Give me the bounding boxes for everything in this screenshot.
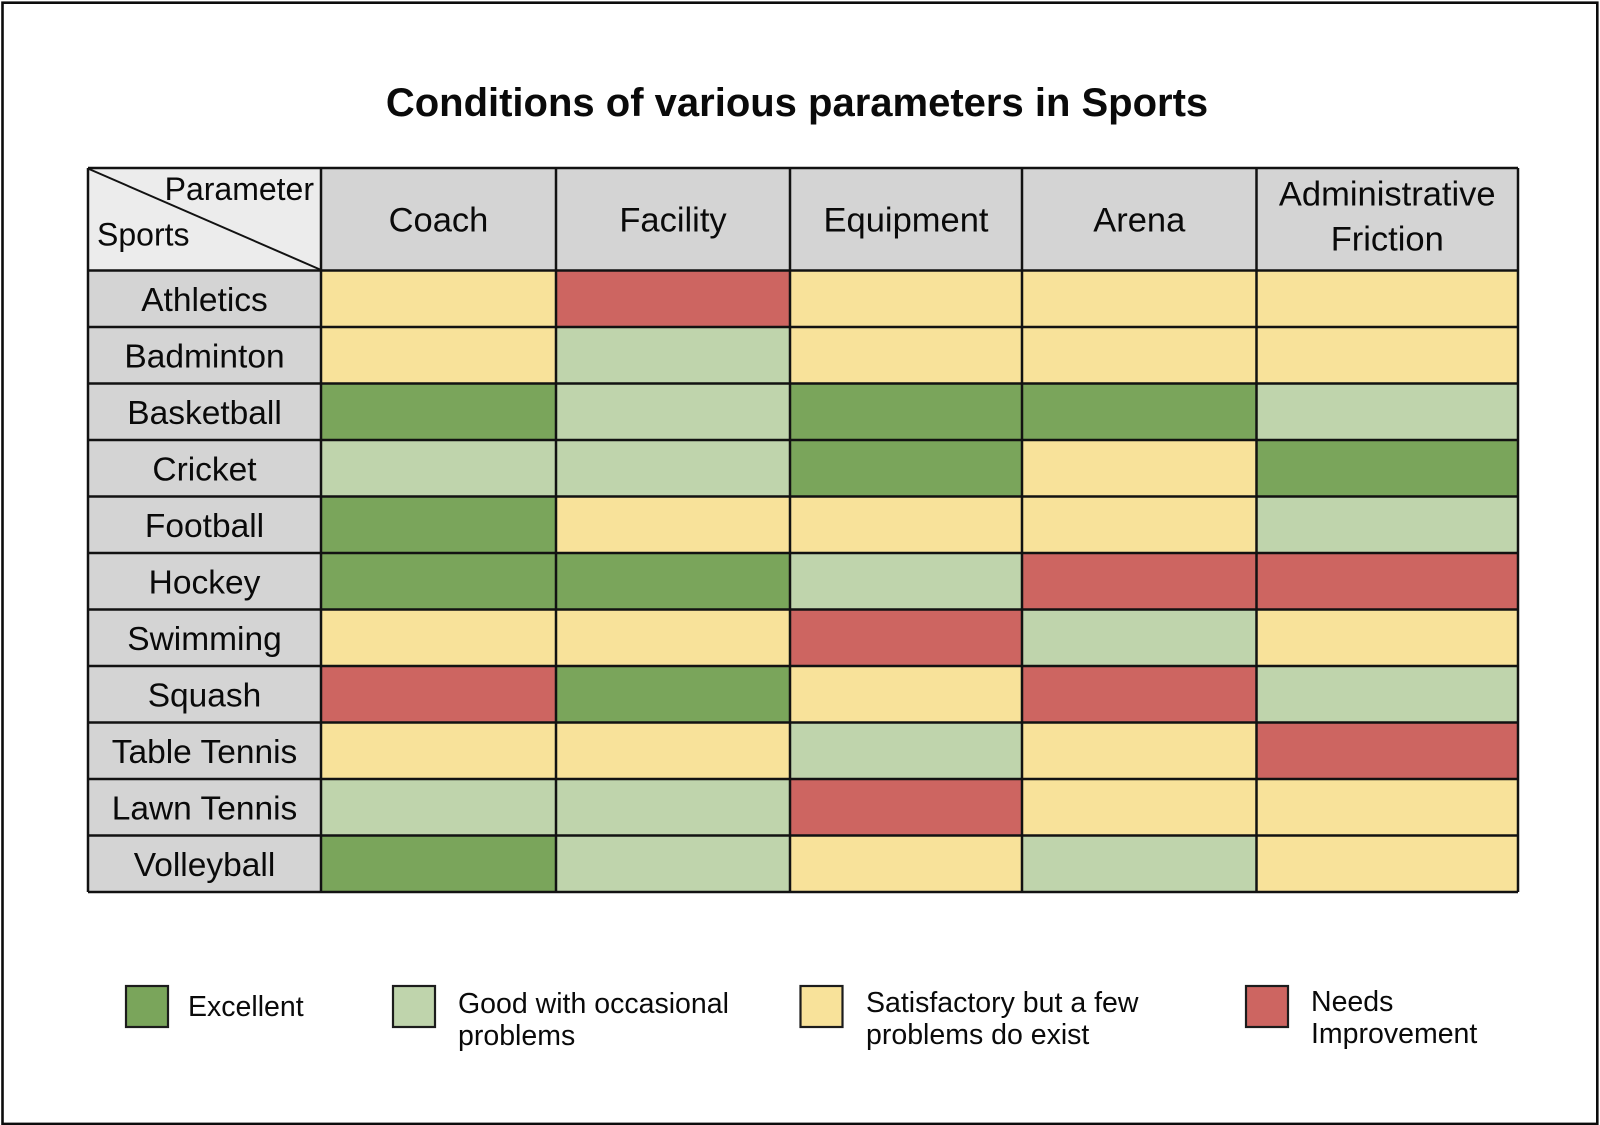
svg-text:Football: Football [145, 508, 264, 545]
svg-text:Satisfactory but a few: Satisfactory but a few [866, 987, 1139, 1019]
svg-text:Conditions of various paramete: Conditions of various parameters in Spor… [386, 81, 1208, 125]
svg-text:Swimming: Swimming [127, 621, 282, 658]
svg-text:Basketball: Basketball [127, 395, 282, 432]
svg-text:Parameter: Parameter [165, 171, 315, 207]
svg-text:Athletics: Athletics [141, 282, 268, 319]
svg-text:problems do exist: problems do exist [866, 1019, 1089, 1051]
svg-text:Equipment: Equipment [824, 202, 989, 240]
svg-text:Arena: Arena [1093, 202, 1186, 240]
svg-text:Excellent: Excellent [188, 991, 304, 1023]
svg-text:Cricket: Cricket [152, 451, 257, 488]
svg-text:Badminton: Badminton [124, 338, 284, 375]
svg-text:Hockey: Hockey [149, 564, 261, 601]
svg-text:Improvement: Improvement [1311, 1018, 1477, 1050]
svg-text:Good with occasional: Good with occasional [458, 988, 729, 1020]
svg-text:Friction: Friction [1331, 221, 1444, 259]
svg-text:Sports: Sports [97, 217, 189, 253]
svg-text:Table Tennis: Table Tennis [112, 734, 298, 771]
svg-text:problems: problems [458, 1020, 575, 1052]
svg-text:Administrative: Administrative [1279, 176, 1496, 214]
svg-text:Needs: Needs [1311, 986, 1393, 1018]
svg-text:Facility: Facility [619, 202, 727, 240]
svg-text:Squash: Squash [148, 677, 262, 714]
svg-text:Coach: Coach [389, 202, 489, 240]
svg-text:Lawn Tennis: Lawn Tennis [112, 790, 298, 827]
svg-text:Volleyball: Volleyball [134, 847, 276, 884]
